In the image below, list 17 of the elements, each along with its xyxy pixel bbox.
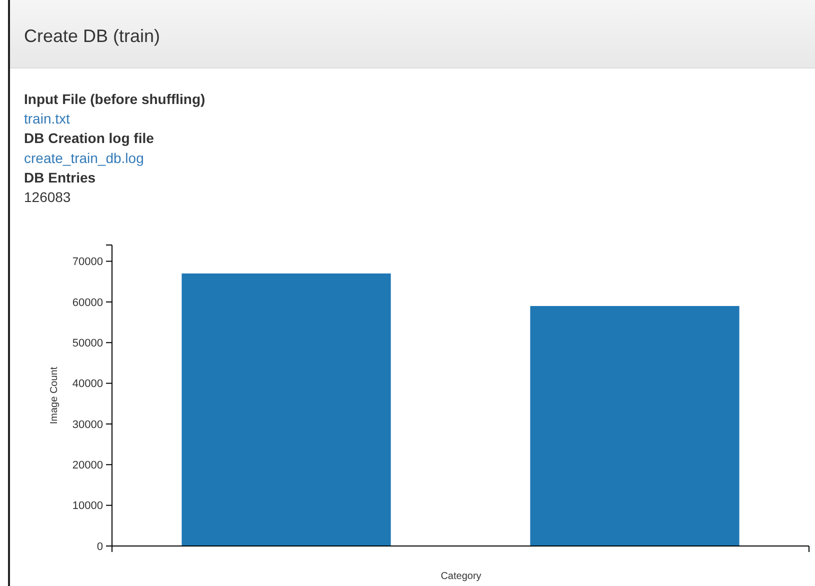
y-tick-label: 40000: [72, 378, 103, 390]
y-tick-label: 70000: [72, 256, 103, 268]
text: 126083: [24, 189, 71, 205]
y-tick-label: 30000: [72, 418, 103, 431]
y-tick-label: 20000: [72, 460, 103, 472]
text: DB Entries: [24, 169, 96, 186]
y-tick-label: 10000: [72, 500, 103, 512]
y-tick-label: 0: [96, 540, 103, 553]
text: Input File (before shuffling): [24, 91, 206, 107]
y-tick-label: 50000: [72, 337, 103, 350]
text: train.txt: [24, 110, 70, 127]
text: create_train_db.log: [24, 150, 144, 166]
chart-title: Create DB (train): [24, 26, 160, 46]
y-axis-title: Image Count: [49, 366, 60, 424]
y-tick-label: 60000: [72, 296, 103, 309]
x-axis-title: Category: [440, 571, 482, 582]
text: DB Creation log file: [24, 130, 154, 146]
